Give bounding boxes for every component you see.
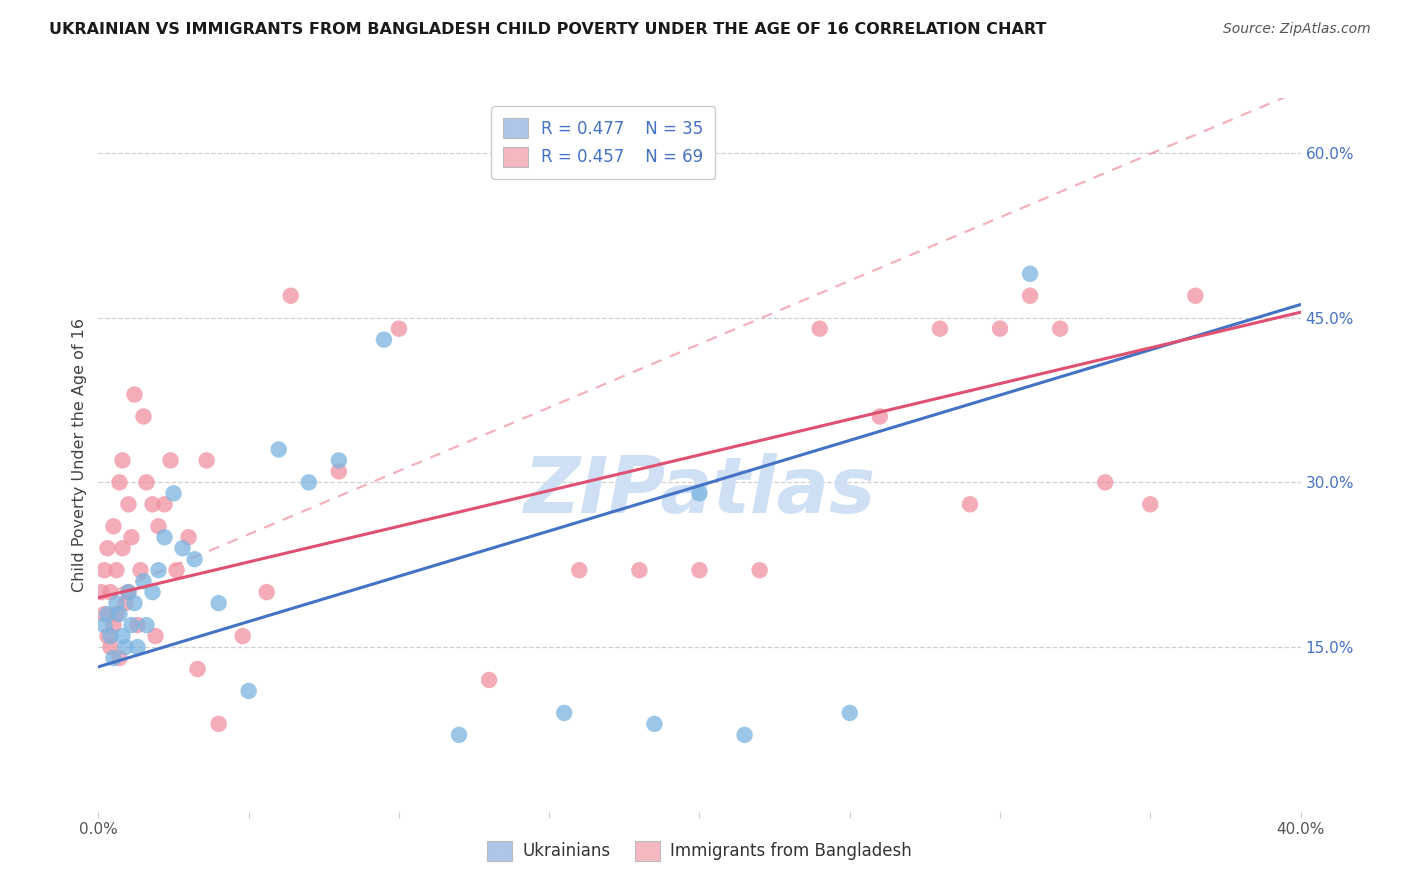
Point bbox=[145, 629, 167, 643]
Point bbox=[187, 662, 209, 676]
Point bbox=[93, 563, 115, 577]
Point bbox=[111, 453, 134, 467]
Point bbox=[132, 409, 155, 424]
Point bbox=[298, 475, 321, 490]
Point bbox=[628, 563, 651, 577]
Point bbox=[1019, 267, 1042, 281]
Point bbox=[105, 607, 128, 621]
Point bbox=[929, 321, 952, 335]
Point bbox=[114, 596, 136, 610]
Point bbox=[96, 541, 118, 556]
Point bbox=[148, 519, 170, 533]
Point bbox=[108, 475, 131, 490]
Point bbox=[124, 596, 146, 610]
Point bbox=[328, 464, 350, 478]
Point bbox=[478, 673, 501, 687]
Point bbox=[127, 640, 149, 654]
Point bbox=[141, 497, 163, 511]
Y-axis label: Child Poverty Under the Age of 16: Child Poverty Under the Age of 16 bbox=[72, 318, 87, 592]
Point bbox=[108, 651, 131, 665]
Point bbox=[267, 442, 290, 457]
Point bbox=[748, 563, 770, 577]
Point bbox=[105, 596, 128, 610]
Point bbox=[734, 728, 756, 742]
Point bbox=[103, 618, 125, 632]
Point bbox=[568, 563, 591, 577]
Point bbox=[208, 596, 231, 610]
Point bbox=[111, 629, 134, 643]
Point bbox=[103, 519, 125, 533]
Point bbox=[1139, 497, 1161, 511]
Point bbox=[135, 618, 157, 632]
Point bbox=[183, 552, 205, 566]
Point bbox=[114, 640, 136, 654]
Point bbox=[159, 453, 181, 467]
Point bbox=[689, 563, 711, 577]
Point bbox=[869, 409, 891, 424]
Point bbox=[96, 629, 118, 643]
Point bbox=[689, 486, 711, 500]
Point bbox=[153, 530, 176, 544]
Point bbox=[1019, 289, 1042, 303]
Point bbox=[108, 607, 131, 621]
Point bbox=[172, 541, 194, 556]
Point bbox=[808, 321, 831, 335]
Point bbox=[100, 585, 122, 599]
Point bbox=[232, 629, 254, 643]
Point bbox=[100, 629, 122, 643]
Point bbox=[141, 585, 163, 599]
Point bbox=[90, 585, 112, 599]
Point bbox=[280, 289, 302, 303]
Point bbox=[121, 618, 143, 632]
Point bbox=[208, 717, 231, 731]
Point bbox=[117, 585, 139, 599]
Point bbox=[153, 497, 176, 511]
Point bbox=[103, 651, 125, 665]
Point bbox=[132, 574, 155, 589]
Point bbox=[135, 475, 157, 490]
Point bbox=[1049, 321, 1071, 335]
Point bbox=[177, 530, 200, 544]
Point bbox=[129, 563, 152, 577]
Point bbox=[388, 321, 411, 335]
Point bbox=[838, 706, 860, 720]
Point bbox=[105, 563, 128, 577]
Point bbox=[111, 541, 134, 556]
Point bbox=[195, 453, 218, 467]
Point bbox=[988, 321, 1011, 335]
Point bbox=[328, 453, 350, 467]
Point bbox=[238, 684, 260, 698]
Text: ZIPatlas: ZIPatlas bbox=[523, 452, 876, 529]
Point bbox=[124, 387, 146, 401]
Point bbox=[373, 333, 395, 347]
Point bbox=[117, 585, 139, 599]
Point bbox=[121, 530, 143, 544]
Point bbox=[100, 640, 122, 654]
Point bbox=[166, 563, 188, 577]
Text: UKRAINIAN VS IMMIGRANTS FROM BANGLADESH CHILD POVERTY UNDER THE AGE OF 16 CORREL: UKRAINIAN VS IMMIGRANTS FROM BANGLADESH … bbox=[49, 22, 1046, 37]
Point bbox=[148, 563, 170, 577]
Point bbox=[643, 717, 665, 731]
Point bbox=[256, 585, 278, 599]
Point bbox=[959, 497, 981, 511]
Point bbox=[93, 618, 115, 632]
Point bbox=[447, 728, 470, 742]
Point bbox=[127, 618, 149, 632]
Point bbox=[1094, 475, 1116, 490]
Text: Source: ZipAtlas.com: Source: ZipAtlas.com bbox=[1223, 22, 1371, 37]
Point bbox=[1184, 289, 1206, 303]
Legend: Ukrainians, Immigrants from Bangladesh: Ukrainians, Immigrants from Bangladesh bbox=[481, 834, 918, 868]
Point bbox=[117, 497, 139, 511]
Point bbox=[553, 706, 575, 720]
Point bbox=[162, 486, 184, 500]
Point bbox=[93, 607, 115, 621]
Point bbox=[96, 607, 118, 621]
